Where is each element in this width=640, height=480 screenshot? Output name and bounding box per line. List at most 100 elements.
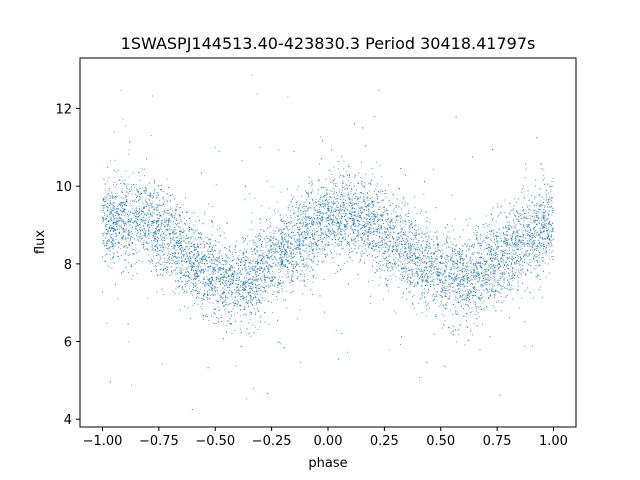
data-point bbox=[160, 249, 162, 251]
data-point bbox=[433, 236, 435, 238]
data-point bbox=[530, 234, 532, 236]
data-point bbox=[538, 222, 540, 224]
data-point bbox=[268, 252, 270, 254]
data-point bbox=[306, 207, 308, 209]
data-point bbox=[413, 294, 415, 296]
data-point bbox=[548, 239, 550, 241]
data-point bbox=[352, 215, 354, 217]
data-point bbox=[483, 249, 485, 251]
data-point bbox=[383, 298, 385, 300]
data-point bbox=[363, 231, 365, 233]
data-point bbox=[524, 177, 526, 179]
data-point bbox=[343, 205, 345, 207]
data-point bbox=[230, 251, 232, 253]
data-point bbox=[445, 265, 447, 267]
data-point bbox=[372, 220, 374, 222]
data-point bbox=[305, 221, 306, 223]
data-point bbox=[310, 192, 312, 194]
data-point bbox=[528, 231, 530, 233]
data-point bbox=[459, 283, 461, 285]
data-point bbox=[421, 260, 423, 262]
data-point bbox=[335, 208, 337, 210]
data-point bbox=[410, 249, 412, 251]
data-point bbox=[447, 289, 449, 291]
data-point bbox=[527, 245, 529, 247]
data-point bbox=[325, 204, 327, 206]
data-point bbox=[518, 270, 519, 272]
data-point bbox=[250, 288, 252, 290]
data-point bbox=[319, 213, 321, 215]
data-point bbox=[523, 259, 525, 261]
data-point bbox=[501, 288, 503, 289]
data-point bbox=[474, 272, 476, 274]
data-point bbox=[533, 209, 535, 211]
data-point bbox=[523, 220, 525, 222]
data-point bbox=[453, 286, 455, 288]
data-point bbox=[180, 252, 182, 254]
data-point bbox=[452, 286, 454, 288]
data-point bbox=[321, 219, 323, 221]
data-point bbox=[396, 248, 397, 250]
data-point bbox=[215, 291, 217, 293]
data-point bbox=[367, 229, 369, 231]
data-point bbox=[186, 235, 188, 236]
data-point bbox=[156, 192, 158, 194]
data-point bbox=[167, 259, 169, 261]
data-point bbox=[476, 261, 478, 263]
data-point bbox=[376, 270, 378, 272]
data-point bbox=[534, 197, 536, 198]
data-point bbox=[323, 187, 325, 189]
data-point bbox=[506, 261, 508, 263]
data-point bbox=[358, 201, 360, 203]
data-point bbox=[251, 222, 253, 224]
data-point bbox=[548, 198, 550, 200]
data-point bbox=[389, 245, 391, 247]
data-point bbox=[427, 244, 429, 246]
data-point bbox=[312, 243, 314, 245]
data-point bbox=[237, 272, 239, 274]
data-point bbox=[250, 291, 252, 293]
data-point bbox=[508, 268, 510, 270]
data-point bbox=[293, 212, 295, 214]
data-point bbox=[156, 233, 158, 235]
data-point bbox=[247, 272, 249, 273]
data-point bbox=[107, 247, 109, 249]
data-point bbox=[387, 234, 388, 235]
data-point bbox=[462, 275, 464, 277]
data-point bbox=[236, 312, 238, 314]
data-point bbox=[421, 295, 423, 297]
data-point bbox=[255, 283, 257, 285]
data-point bbox=[507, 258, 509, 260]
data-point bbox=[109, 254, 111, 255]
data-point bbox=[280, 242, 282, 244]
data-point bbox=[519, 223, 521, 225]
data-point bbox=[216, 317, 218, 319]
data-point bbox=[266, 260, 268, 262]
data-point bbox=[151, 258, 153, 260]
data-point bbox=[157, 262, 159, 264]
data-point bbox=[278, 292, 280, 294]
data-point bbox=[174, 292, 176, 294]
data-point bbox=[499, 276, 501, 278]
data-point bbox=[394, 245, 396, 247]
data-point bbox=[122, 203, 124, 205]
data-point bbox=[140, 212, 142, 214]
data-point bbox=[443, 276, 445, 278]
data-point bbox=[415, 235, 417, 236]
data-point bbox=[499, 232, 501, 234]
data-point bbox=[117, 222, 119, 224]
data-point bbox=[313, 221, 315, 223]
data-point bbox=[473, 253, 475, 255]
data-point bbox=[332, 219, 334, 221]
data-point bbox=[215, 270, 216, 271]
data-point bbox=[320, 212, 322, 214]
data-point bbox=[299, 248, 301, 250]
data-point bbox=[316, 221, 318, 223]
data-point bbox=[433, 272, 435, 274]
data-point bbox=[481, 268, 483, 269]
data-point bbox=[484, 264, 486, 265]
data-point bbox=[210, 249, 212, 251]
data-point bbox=[450, 266, 452, 268]
data-point bbox=[535, 230, 537, 232]
